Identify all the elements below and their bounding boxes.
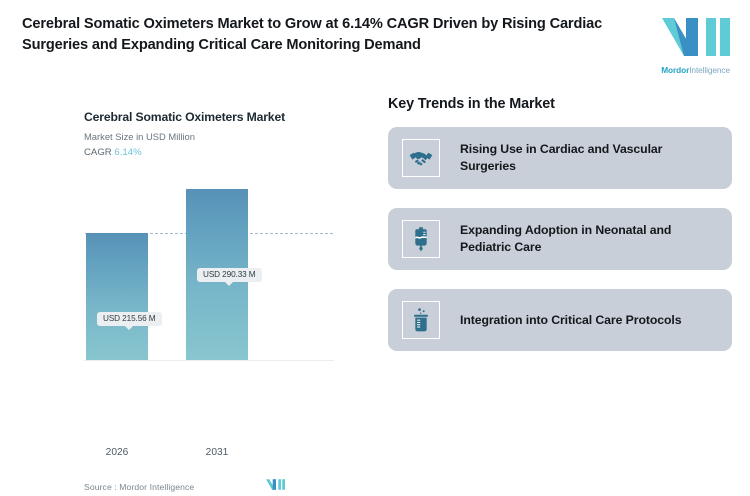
chart-title: Cerebral Somatic Oximeters Market: [84, 110, 285, 124]
iv-bag-icon: [402, 220, 440, 258]
bar-value-label-2026: USD 215.56 M: [97, 312, 162, 331]
x-axis-label-2031: 2031: [205, 447, 229, 458]
brand-logo: MordorIntelligence: [661, 16, 730, 74]
bar-value-label-2031: USD 290.33 M: [197, 268, 262, 287]
trend-card-label: Expanding Adoption in Neonatal and Pedia…: [460, 223, 672, 254]
page-title: Cerebral Somatic Oximeters Market to Gro…: [22, 16, 603, 53]
chart-cagr: CAGR 6.14%: [84, 147, 285, 159]
x-axis-label-2026: 2026: [105, 447, 129, 458]
chart-source: Source : Mordor Intelligence: [84, 478, 344, 496]
trend-card-critical-care-protocols[interactable]: Integration into Critical Care Protocols: [388, 289, 732, 351]
key-trends-title: Key Trends in the Market: [388, 96, 555, 112]
cagr-label: CAGR: [84, 146, 112, 158]
handshake-icon: [402, 139, 440, 177]
chart-panel: Cerebral Somatic Oximeters Market Market…: [0, 96, 370, 492]
bar-chart-plot: USD 215.56 M USD 290.33 M 2026 2031: [0, 96, 370, 458]
trend-card-label: Rising Use in Cardiac and Vascular Surge…: [460, 142, 663, 173]
trend-card-neonatal-pediatric[interactable]: Expanding Adoption in Neonatal and Pedia…: [388, 208, 732, 270]
trend-card-label: Integration into Critical Care Protocols: [460, 312, 682, 327]
beaker-icon: [402, 301, 440, 339]
brand-word-primary: Mordor: [661, 65, 690, 75]
chart-header: Cerebral Somatic Oximeters Market Market…: [84, 110, 285, 158]
brand-wordmark: MordorIntelligence: [661, 66, 730, 74]
mordor-logo-icon: [266, 478, 286, 496]
cagr-value: 6.14%: [114, 146, 142, 158]
mordor-logo-icon: [661, 16, 730, 63]
chart-subtitle: Market Size in USD Million: [84, 130, 195, 142]
bar-2026: [86, 233, 148, 360]
header: Cerebral Somatic Oximeters Market to Gro…: [0, 0, 750, 88]
source-text: Source : Mordor Intelligence: [84, 482, 195, 492]
key-trends-panel: Key Trends in the Market Rising Use in C…: [388, 96, 732, 370]
brand-word-secondary: Intelligence: [689, 65, 730, 75]
axis-baseline: [84, 360, 334, 361]
trend-card-cardiac-surgeries[interactable]: Rising Use in Cardiac and Vascular Surge…: [388, 127, 732, 189]
